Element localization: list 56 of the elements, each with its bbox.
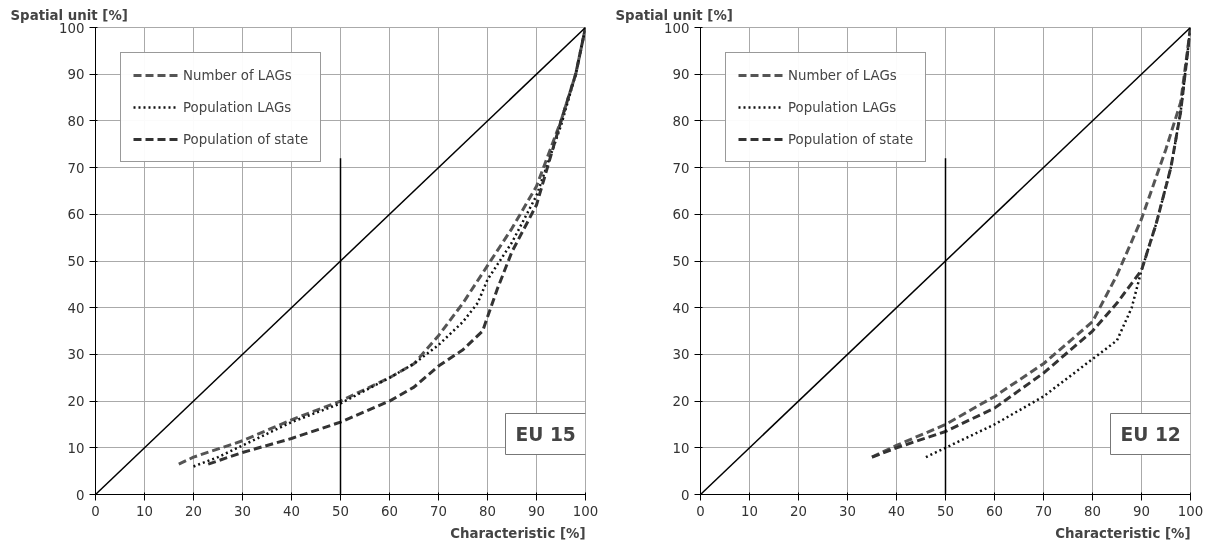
y-tick-label: 30 (672, 347, 690, 363)
x-tick-label: 50 (937, 503, 954, 519)
x-tick-label: 90 (1133, 503, 1150, 519)
x-tick-label: 60 (986, 503, 1003, 519)
x-tick-label: 40 (283, 503, 300, 519)
y-tick-label: 30 (67, 347, 85, 363)
x-tick-label: 0 (91, 503, 100, 519)
y-tick-label: 40 (67, 300, 85, 316)
annotation: EU 12 (1120, 423, 1181, 445)
y-tick-label: 100 (59, 20, 85, 36)
x-tick-label: 30 (234, 503, 251, 519)
y-tick-label: 10 (672, 440, 690, 456)
y-tick-label: 70 (672, 160, 690, 176)
annotation: EU 15 (515, 423, 576, 445)
y-tick-label: 20 (67, 394, 85, 410)
y-tick-label: 40 (672, 300, 690, 316)
y-tick-label: 60 (67, 207, 85, 223)
y-tick-label: 80 (672, 113, 690, 129)
y-tick-label: 100 (664, 20, 690, 36)
x-tick-label: 20 (790, 503, 807, 519)
legend-label: Population LAGs (183, 99, 292, 115)
x-tick-label: 100 (572, 503, 599, 519)
x-tick-label: 80 (479, 503, 496, 519)
x-tick-label: 40 (888, 503, 905, 519)
legend-label: Population LAGs (788, 99, 897, 115)
x-tick-label: 10 (741, 503, 758, 519)
y-tick-label: 80 (67, 113, 85, 129)
legend-label: Population of state (183, 131, 309, 147)
legend-label: Population of state (788, 131, 914, 147)
y-axis-title: Spatial unit [%] (615, 7, 733, 23)
y-tick-label: 0 (681, 487, 690, 503)
x-tick-label: 0 (696, 503, 705, 519)
y-tick-label: 90 (67, 67, 85, 83)
y-tick-label: 10 (67, 440, 85, 456)
legend-label: Number of LAGs (788, 67, 897, 83)
y-tick-label: 60 (672, 207, 690, 223)
x-tick-label: 70 (1035, 503, 1052, 519)
x-tick-label: 60 (381, 503, 398, 519)
x-axis-title: Characteristic [%] (1055, 525, 1191, 541)
x-axis-title: Characteristic [%] (450, 525, 586, 541)
x-tick-label: 10 (136, 503, 153, 519)
legend-label: Number of LAGs (183, 67, 292, 83)
y-tick-label: 50 (67, 254, 85, 269)
y-tick-label: 90 (672, 67, 690, 83)
x-tick-label: 50 (332, 503, 349, 519)
y-tick-label: 50 (672, 254, 690, 269)
x-tick-label: 80 (1084, 503, 1101, 519)
y-tick-label: 70 (67, 160, 85, 176)
y-tick-label: 20 (672, 394, 690, 410)
y-axis-title: Spatial unit [%] (10, 7, 128, 23)
x-tick-label: 20 (185, 503, 202, 519)
y-tick-label: 0 (76, 487, 85, 503)
x-tick-label: 100 (1177, 503, 1204, 519)
x-tick-label: 30 (839, 503, 856, 519)
x-tick-label: 90 (528, 503, 545, 519)
x-tick-label: 70 (430, 503, 447, 519)
